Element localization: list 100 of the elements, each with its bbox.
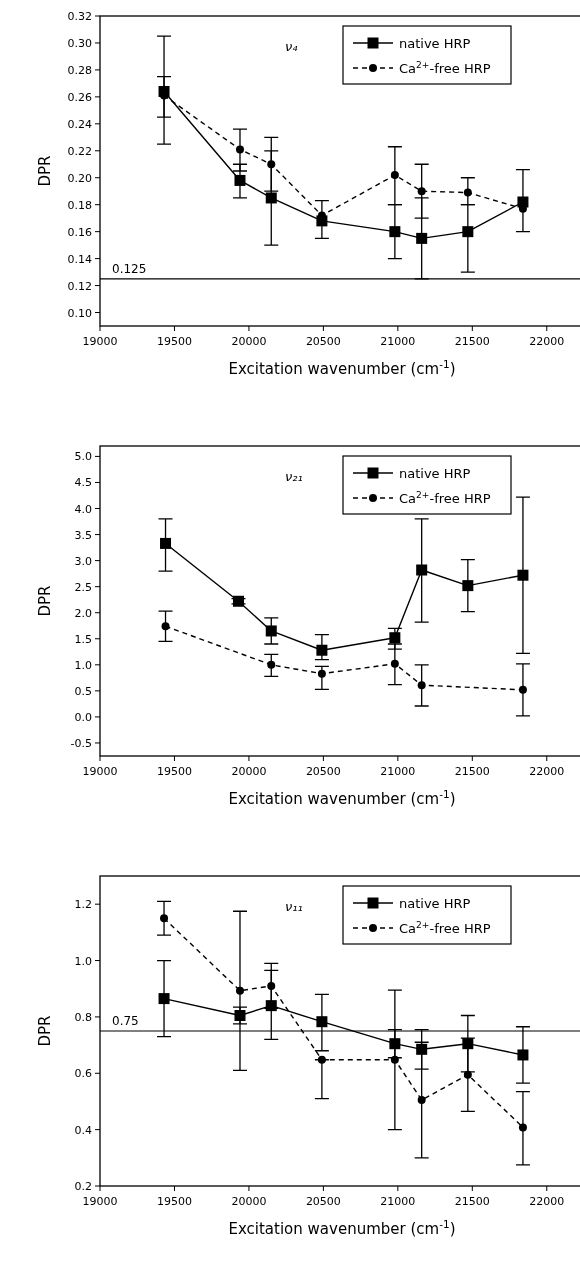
point [416,232,428,244]
annotation: ν₄ [285,39,299,54]
y-tick-label: 4.5 [74,476,92,490]
point [390,1055,399,1064]
y-tick-label: 1.0 [74,954,92,968]
x-tick-label: 22000 [529,1195,565,1208]
point [416,1043,428,1055]
point [462,226,474,238]
point [390,171,399,180]
x-tick-label: 20000 [231,765,267,778]
ref-line-label: 0.75 [112,1014,139,1028]
x-tick-label: 21500 [454,335,490,348]
y-tick-label: 0.12 [67,279,92,293]
point [316,1016,328,1028]
x-tick-label: 19500 [156,765,192,778]
x-tick-label: 19000 [82,765,118,778]
annotation: ν₁₁ [285,899,303,914]
point [417,187,426,196]
y-tick-label: 4.0 [74,502,92,516]
point [389,226,401,238]
point [517,1049,529,1061]
y-tick-label: 0.28 [67,63,92,77]
point [317,669,326,678]
point [235,986,244,995]
point [316,644,328,656]
x-tick-label: 19500 [156,335,192,348]
legend-label: Ca$^{2+}$-free HRP [399,60,491,76]
point [463,1070,472,1079]
y-tick-label: 0.18 [67,198,92,212]
y-tick-label: 0.0 [74,710,92,724]
y-tick-label: 3.5 [74,528,92,542]
x-tick-label: 21500 [454,765,490,778]
point [265,625,277,637]
y-tick-label: 2.5 [74,580,92,594]
y-tick-label: 5.0 [74,450,92,464]
point [317,1055,326,1064]
y-tick-label: -0.5 [70,736,92,750]
x-tick-label: 20000 [231,1195,267,1208]
point [161,622,170,631]
point [234,174,246,186]
x-tick-label: 22000 [529,765,565,778]
point [267,981,276,990]
x-axis-title: Excitation wavenumber (cm$^{-1}$) [228,788,456,808]
y-tick-label: 0.10 [67,306,92,320]
y-axis-title: DPR [36,155,54,187]
point [267,160,276,169]
point [518,685,527,694]
y-axis-title: DPR [36,1015,54,1047]
legend-label: Ca$^{2+}$-free HRP [399,920,491,936]
y-tick-label: 0.2 [74,1180,92,1193]
y-tick-label: 0.32 [67,10,92,23]
y-tick-label: 0.16 [67,225,92,239]
y-tick-label: 2.0 [74,606,92,620]
point [265,192,277,204]
point [390,659,399,668]
y-tick-label: 1.5 [74,632,92,646]
point [517,569,529,581]
y-tick-label: 0.5 [74,684,92,698]
legend-label: native HRP [399,36,471,51]
y-tick-label: 0.20 [67,171,92,185]
y-tick-label: 0.26 [67,90,92,104]
x-axis-title: Excitation wavenumber (cm$^{-1}$) [228,1218,456,1238]
x-tick-label: 20500 [305,1195,341,1208]
x-axis-title: Excitation wavenumber (cm$^{-1}$) [228,358,456,378]
x-tick-label: 19000 [82,335,118,348]
y-tick-label: 0.14 [67,252,92,266]
y-axis-title: DPR [36,585,54,617]
x-tick-label: 21500 [454,1195,490,1208]
y-tick-label: 3.0 [74,554,92,568]
point [463,188,472,197]
point [417,1096,426,1105]
x-tick-label: 21000 [380,1195,416,1208]
legend-label: native HRP [399,466,471,481]
legend-label: Ca$^{2+}$-free HRP [399,490,491,506]
point [518,1123,527,1132]
x-tick-label: 20500 [305,765,341,778]
ref-line-label: 0.125 [112,261,147,276]
point [235,145,244,154]
x-tick-label: 22000 [529,335,565,348]
point [416,564,428,576]
point [462,580,474,592]
y-tick-label: 1.0 [74,658,92,672]
point [160,914,169,923]
y-tick-label: 0.8 [74,1010,92,1024]
y-tick-label: 0.24 [67,117,92,131]
legend-label: native HRP [399,896,471,911]
x-tick-label: 21000 [380,335,416,348]
y-tick-label: 0.4 [74,1123,92,1137]
x-tick-label: 19500 [156,1195,192,1208]
y-tick-label: 1.2 [74,898,92,912]
y-tick-label: 0.6 [74,1067,92,1081]
x-tick-label: 20000 [231,335,267,348]
point [389,632,401,644]
point [160,537,172,549]
point [158,993,170,1005]
annotation: ν₂₁ [285,469,303,484]
y-tick-label: 0.22 [67,144,92,158]
x-tick-label: 20500 [305,335,341,348]
point [417,681,426,690]
x-tick-label: 19000 [82,1195,118,1208]
